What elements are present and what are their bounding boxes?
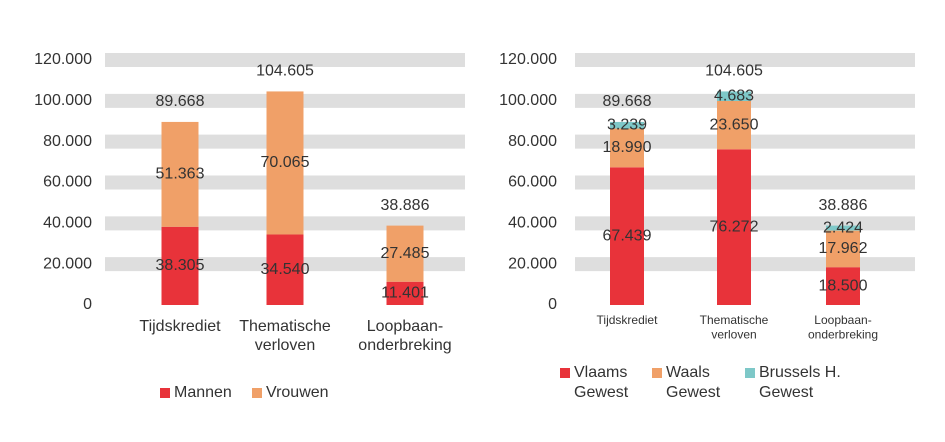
total-label: 104.605 <box>705 63 763 80</box>
total-label: 38.886 <box>819 197 868 214</box>
total-label: 89.668 <box>156 93 205 110</box>
data-label: 38.305 <box>156 257 205 274</box>
x-tick-label: Thematische verloven <box>239 318 331 354</box>
y-tick-label: 120.000 <box>499 51 557 68</box>
data-label: 23.650 <box>710 116 759 133</box>
bar-segment <box>717 91 751 101</box>
legend-label: Vrouwen <box>266 384 329 401</box>
x-tick-label-line: onderbreking <box>808 328 878 342</box>
legend-swatch <box>652 368 662 378</box>
total-label: 89.668 <box>603 93 652 110</box>
legend-label-line: Brussels H. <box>759 364 841 381</box>
legend-label-line: Gewest <box>759 384 814 401</box>
legend-label: Brussels H. Gewest <box>759 364 841 401</box>
data-label: 2.424 <box>823 219 863 236</box>
x-tick-label: Thematische verloven <box>700 313 769 341</box>
x-tick-label-line: verloven <box>255 337 315 354</box>
legend-swatch <box>252 388 262 398</box>
bar-segment <box>717 100 751 150</box>
bar-segment <box>161 121 199 227</box>
x-tick-label-line: Loopbaan- <box>814 313 871 327</box>
x-tick-label-line: Loopbaan- <box>367 318 444 335</box>
data-label: 27.485 <box>381 245 430 262</box>
x-tick-label-line: verloven <box>711 328 756 342</box>
x-tick-label-line: Thematische <box>700 313 769 327</box>
data-label: 3.239 <box>607 116 647 133</box>
bar-segment <box>386 281 424 305</box>
x-tick-label: Tijdskrediet <box>597 313 659 327</box>
legend-label-line: Gewest <box>574 384 629 401</box>
y-tick-label: 20.000 <box>43 255 92 272</box>
bar-segment <box>610 128 644 168</box>
data-label: 76.272 <box>710 218 759 235</box>
y-tick-label: 60.000 <box>508 174 557 191</box>
bar-segment <box>161 226 199 305</box>
data-label: 34.540 <box>261 261 310 278</box>
x-tick-label-line: onderbreking <box>358 337 451 354</box>
x-tick-label-line: Thematische <box>239 318 331 335</box>
y-tick-label: 80.000 <box>508 133 557 150</box>
data-label: 4.683 <box>714 87 754 104</box>
legend-label: Vlaams Gewest <box>574 364 629 401</box>
legend-label: Mannen <box>174 384 232 401</box>
bar-segment <box>610 121 644 129</box>
data-label: 11.401 <box>381 285 429 302</box>
bar-segment <box>826 225 860 231</box>
y-tick-label: 20.000 <box>508 255 557 272</box>
data-label: 70.065 <box>261 154 310 171</box>
y-tick-label: 100.000 <box>499 92 557 109</box>
legend-label: Waals Gewest <box>666 364 721 401</box>
bar-segment <box>826 230 860 268</box>
x-tick-label: Loopbaan-onderbreking <box>808 313 878 341</box>
y-tick-label: 100.000 <box>34 92 92 109</box>
x-tick-label: Loopbaan-onderbreking <box>358 318 451 354</box>
bar-segment <box>717 149 751 305</box>
legend-label-line: Waals <box>666 364 710 381</box>
y-tick-label: 0 <box>548 296 557 313</box>
legend-swatch <box>560 368 570 378</box>
y-tick-label: 40.000 <box>508 215 557 232</box>
bar-segment <box>266 234 304 305</box>
legend-swatch <box>745 368 755 378</box>
y-tick-label: 0 <box>83 296 92 313</box>
x-tick-label: Tijdskrediet <box>139 318 221 335</box>
data-label: 18.990 <box>603 139 652 156</box>
bar-segment <box>266 91 304 235</box>
data-label: 51.363 <box>156 166 205 183</box>
legend-swatch <box>160 388 170 398</box>
bar-segment <box>826 267 860 305</box>
legend-label-line: Gewest <box>666 384 721 401</box>
y-tick-label: 120.000 <box>34 51 92 68</box>
bar-segment <box>386 225 424 282</box>
total-label: 104.605 <box>256 63 314 80</box>
y-tick-label: 40.000 <box>43 215 92 232</box>
data-label: 18.500 <box>819 277 868 294</box>
bar-segment <box>610 167 644 305</box>
data-label: 17.962 <box>819 240 868 257</box>
data-label: 67.439 <box>603 227 652 244</box>
y-tick-label: 80.000 <box>43 133 92 150</box>
legend-label-line: Vlaams <box>574 364 627 381</box>
total-label: 38.886 <box>381 197 430 214</box>
y-tick-label: 60.000 <box>43 174 92 191</box>
